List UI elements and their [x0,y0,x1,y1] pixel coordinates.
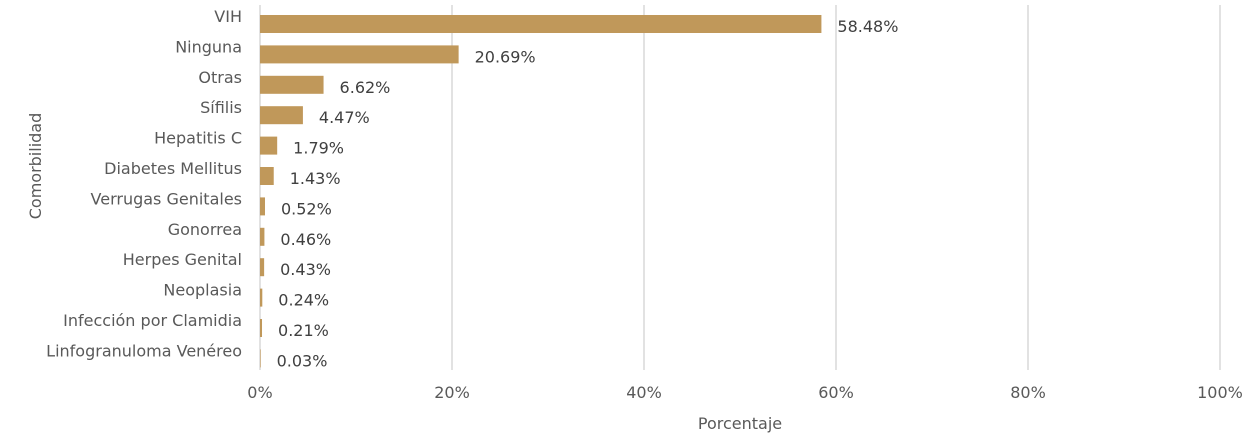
category-label: Neoplasia [163,281,242,300]
y-axis-title: Comorbilidad [26,113,45,220]
x-tick-label: 60% [818,383,854,402]
bar [260,197,265,216]
x-tick-label: 40% [626,383,662,402]
category-label: Hepatitis C [154,129,242,148]
bar [260,75,324,94]
data-label: 4.47% [319,108,370,127]
category-label: Linfogranuloma Venéreo [46,341,242,360]
gridlines [259,5,1221,370]
category-label: Otras [198,68,242,87]
data-label: 6.62% [340,78,391,97]
bar [260,15,822,33]
data-label: 0.03% [277,351,328,370]
x-tick-label: 20% [434,383,470,402]
data-label: 1.79% [293,139,344,158]
data-label: 0.52% [281,199,332,218]
category-label: Herpes Genital [123,250,242,269]
category-label: Diabetes Mellitus [104,159,242,178]
bar [260,45,459,64]
category-labels: VIH Ninguna Otras Sífilis Hepatitis C Diabete… [46,7,242,360]
x-tick-label: 0% [247,383,272,402]
category-label: Sífilis [200,98,242,117]
category-label: Verrugas Genitales [91,189,242,208]
category-label: Ninguna [175,37,242,56]
data-label: 0.21% [278,321,329,340]
bar [260,288,263,307]
data-label: 20.69% [475,47,536,66]
bar [260,106,303,125]
bar [260,349,261,368]
data-label: 58.48% [837,17,898,36]
category-label: Infección por Clamidia [63,311,242,330]
x-axis-title: Porcentaje [698,414,782,433]
x-tick-label: 80% [1010,383,1046,402]
bar [260,136,278,155]
x-tick-labels: 0% 20% 40% 60% 80% 100% [247,383,1243,402]
data-label: 1.43% [290,169,341,188]
x-tick-label: 100% [1197,383,1243,402]
bar [260,167,274,185]
category-label: Gonorrea [168,220,242,239]
data-label: 0.43% [280,260,331,279]
bar [260,319,263,337]
category-label: VIH [214,7,242,26]
bars [260,15,822,368]
bar [260,227,265,246]
data-label: 0.24% [278,291,329,310]
data-labels: 58.48% 20.69% 6.62% 4.47% 1.79% 1.43% 0.52% 0.4… [277,17,899,370]
bar [260,258,265,277]
data-label: 0.46% [280,230,331,249]
